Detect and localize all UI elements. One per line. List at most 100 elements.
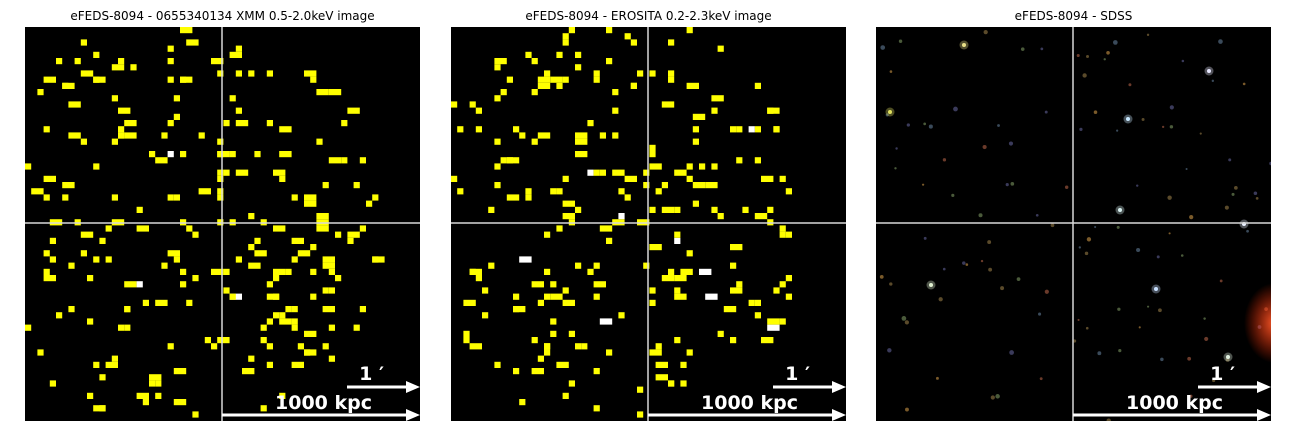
count-pixel — [730, 244, 743, 251]
count-pixel — [612, 169, 625, 176]
count-pixel — [550, 76, 563, 83]
count-pixel — [661, 101, 675, 108]
count-pixel — [593, 368, 600, 375]
count-pixel — [87, 392, 94, 399]
count-pixel — [173, 113, 180, 120]
faint-source — [953, 106, 958, 112]
faint-source — [1156, 255, 1160, 259]
count-pixel — [68, 101, 81, 108]
count-pixel — [266, 343, 273, 350]
faint-source — [1040, 47, 1044, 51]
faint-source — [987, 240, 992, 245]
count-pixel — [217, 169, 224, 176]
count-pixel — [686, 349, 693, 356]
count-pixel — [779, 281, 786, 288]
faint-source — [1211, 79, 1215, 83]
faint-source — [1158, 308, 1162, 313]
faint-source — [1187, 356, 1192, 361]
count-pixel — [599, 225, 613, 232]
count-pixel — [328, 89, 342, 96]
bright-source — [1207, 69, 1211, 73]
count-pixel — [767, 318, 780, 325]
count-pixel — [506, 76, 513, 83]
count-pixel — [223, 120, 230, 127]
faint-source — [1112, 40, 1118, 45]
count-pixel — [562, 200, 575, 207]
count-pixel — [494, 138, 501, 145]
faint-source — [978, 213, 983, 218]
faint-source — [982, 144, 987, 150]
count-pixel — [630, 82, 637, 89]
count-pixel — [630, 39, 637, 46]
faint-source — [1269, 161, 1271, 166]
count-pixel — [773, 126, 780, 133]
count-pixel — [80, 138, 87, 145]
count-pixel — [618, 188, 625, 195]
count-pixel — [192, 231, 199, 238]
count-pixel — [260, 324, 267, 331]
count-pixel — [291, 306, 298, 313]
count-pixel — [273, 225, 286, 232]
count-pixel — [668, 39, 675, 46]
count-pixel — [316, 213, 329, 220]
count-pixel — [111, 194, 118, 201]
count-pixel — [248, 262, 261, 269]
count-pixel — [754, 126, 761, 133]
count-pixel — [556, 188, 563, 195]
count-pixel — [562, 287, 569, 294]
count-pixel — [754, 213, 768, 220]
count-pixel — [25, 163, 32, 170]
count-pixel — [80, 231, 94, 238]
count-pixel — [167, 343, 174, 350]
faint-source — [1106, 418, 1111, 421]
faint-source — [1219, 279, 1223, 283]
count-pixel — [105, 256, 112, 263]
count-pixel — [204, 337, 211, 344]
faint-source — [1147, 305, 1150, 308]
count-pixel — [285, 268, 292, 275]
count-pixel — [266, 70, 273, 77]
count-pixel — [118, 324, 125, 331]
count-pixel — [686, 82, 699, 89]
count-pixel — [779, 231, 786, 238]
count-pixel — [186, 39, 199, 46]
count-pixel — [291, 194, 298, 201]
count-pixel — [93, 163, 100, 170]
count-pixel — [513, 306, 526, 313]
count-pixel — [217, 138, 224, 145]
count-pixel — [767, 206, 774, 213]
faint-source — [1141, 117, 1145, 121]
count-pixel — [606, 27, 613, 34]
xmm-image — [25, 27, 420, 421]
count-pixel — [173, 95, 180, 102]
count-pixel — [599, 318, 613, 325]
faint-source — [1180, 254, 1184, 257]
count-pixel — [161, 262, 168, 269]
faint-source — [1086, 55, 1089, 59]
faint-source — [905, 407, 909, 412]
count-pixel — [525, 188, 532, 195]
faint-source — [1136, 247, 1141, 253]
count-pixel — [668, 76, 675, 83]
count-pixel — [111, 138, 118, 145]
count-pixel — [730, 262, 737, 269]
count-pixel — [124, 324, 131, 331]
count-pixel — [260, 405, 267, 412]
count-pixel — [242, 368, 255, 375]
count-pixel — [544, 132, 551, 139]
faint-source — [983, 30, 988, 35]
count-pixel — [537, 355, 544, 362]
count-pixel — [537, 76, 551, 83]
scale-arcmin-arrowhead — [1257, 381, 1271, 393]
count-pixel — [297, 343, 304, 350]
faint-source — [1224, 205, 1229, 210]
count-pixel — [68, 306, 75, 313]
count-pixel — [248, 70, 255, 77]
count-pixel — [316, 138, 323, 145]
count-pixel — [692, 113, 706, 120]
count-pixel — [279, 318, 292, 325]
count-pixel — [310, 244, 317, 251]
count-pixel — [575, 343, 582, 350]
faint-source — [1204, 336, 1209, 342]
count-pixel — [531, 58, 538, 65]
